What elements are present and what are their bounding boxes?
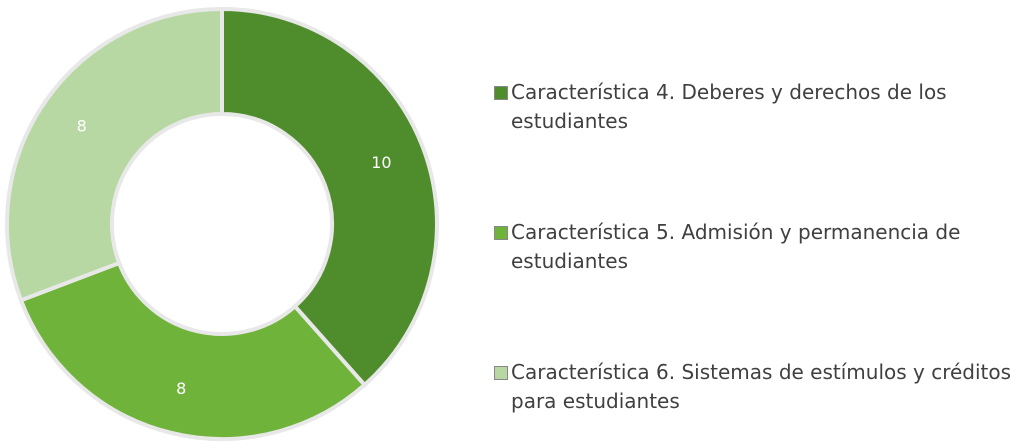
legend-swatch xyxy=(494,226,508,240)
legend-item: Característica 4. Deberes y derechos de … xyxy=(494,78,1014,136)
legend-label: Característica 6. Sistemas de estímulos … xyxy=(511,360,1012,413)
donut-segment xyxy=(5,6,224,303)
legend-swatch xyxy=(494,366,508,380)
legend-item: Característica 5. Admisión y permanencia… xyxy=(494,218,1014,276)
legend-swatch xyxy=(494,86,508,100)
legend-label: Característica 5. Admisión y permanencia… xyxy=(511,220,961,273)
donut-segment xyxy=(220,6,439,388)
data-label: 8 xyxy=(77,117,87,136)
legend-item: Característica 6. Sistemas de estímulos … xyxy=(494,358,1014,416)
data-label: 8 xyxy=(176,379,186,398)
legend-label: Característica 4. Deberes y derechos de … xyxy=(511,80,947,133)
donut: 10 8 8 xyxy=(5,6,439,441)
donut-segment xyxy=(18,260,368,441)
data-label: 10 xyxy=(371,153,391,172)
